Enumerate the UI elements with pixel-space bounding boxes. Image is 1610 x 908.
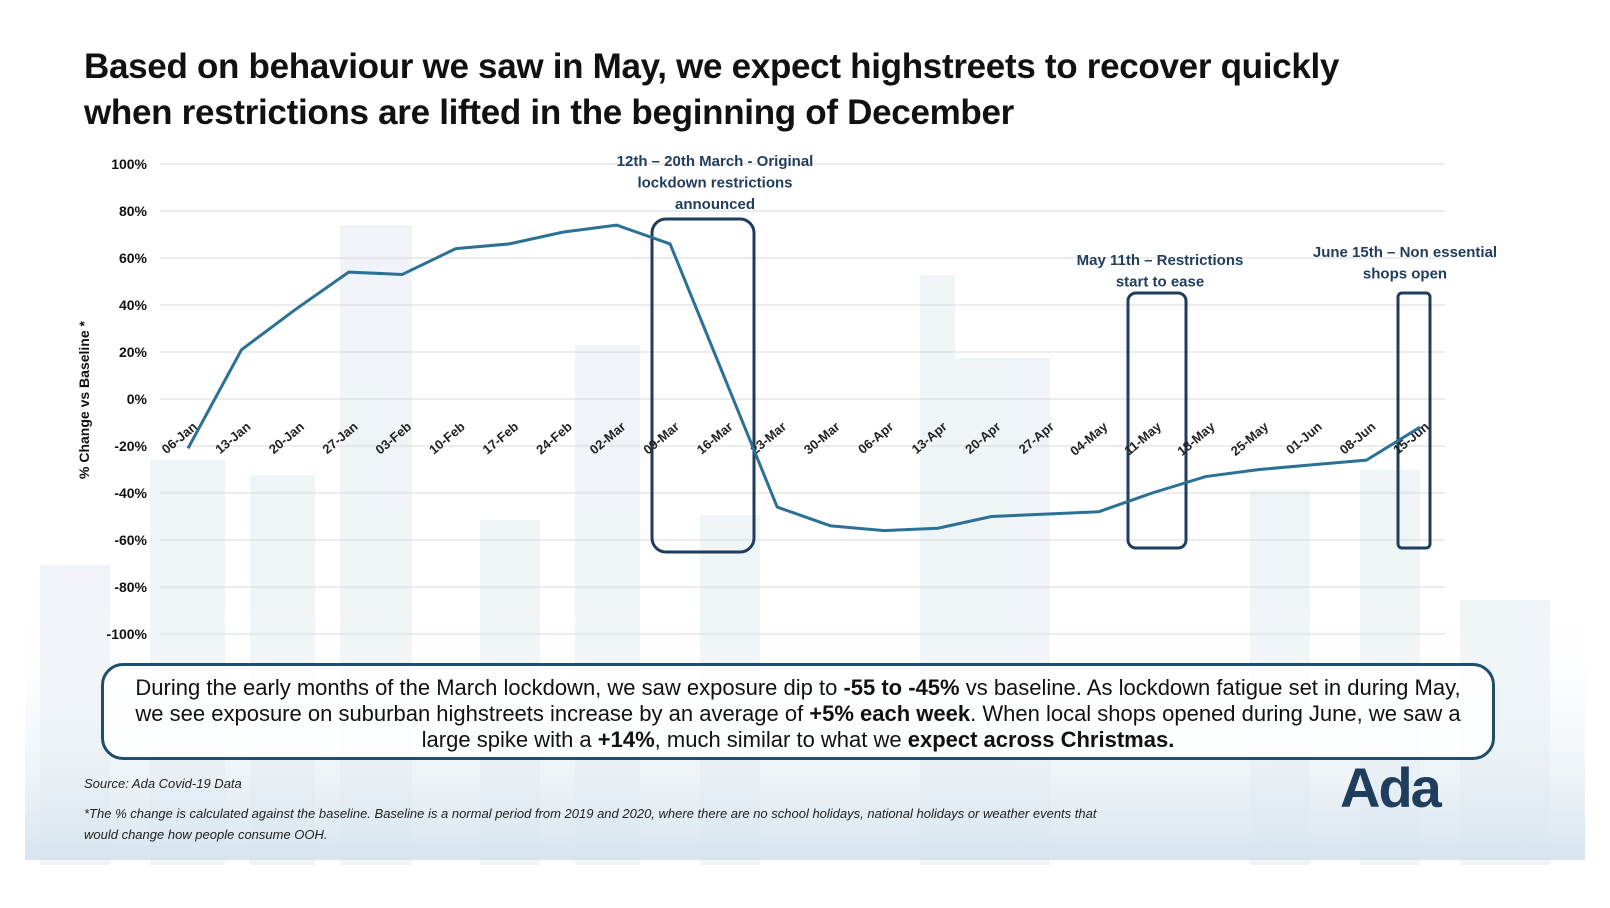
y-tick-label: -80%: [114, 579, 147, 595]
callout-text: , much similar to what we: [654, 727, 908, 752]
title: Based on behaviour we saw in May, we exp…: [84, 44, 1524, 136]
y-tick-label: 40%: [119, 297, 148, 313]
x-tick-label: 24-Feb: [533, 419, 575, 457]
y-tick-label: 80%: [119, 203, 148, 219]
annotation: shops open: [1363, 266, 1447, 283]
x-tick-label: 18-May: [1174, 418, 1218, 458]
x-tick-label: 17-Feb: [480, 419, 522, 457]
x-tick-label: 30-Mar: [801, 419, 843, 457]
y-tick-label: 0%: [127, 391, 148, 407]
y-tick-label: 60%: [119, 250, 148, 266]
y-tick-label: -40%: [114, 485, 147, 501]
y-tick-label: -60%: [114, 532, 147, 548]
y-axis-label: % Change vs Baseline *: [76, 320, 92, 479]
callout-text: +14%: [597, 727, 655, 752]
annotation: lockdown restrictions: [637, 175, 792, 192]
callout-text: -55 to -45%: [843, 675, 960, 700]
x-tick-label: 06-Apr: [855, 419, 896, 457]
callout: During the early months of the March loc…: [101, 663, 1495, 760]
footnote: *The % change is calculated against the …: [84, 806, 1097, 842]
annotation: May 11th – Restrictions: [1077, 252, 1244, 269]
annotation: start to ease: [1116, 274, 1204, 291]
x-tick-label: 25-May: [1228, 418, 1272, 458]
annotation: June 15th – Non essential: [1313, 244, 1497, 261]
x-tick-label: 08-Jun: [1337, 419, 1379, 457]
callout-text: expect across Christmas.: [907, 727, 1175, 752]
x-tick-label: 01-Jun: [1283, 419, 1325, 457]
callout-text: vs baseline. As lockdown fatigue set in …: [135, 675, 1461, 726]
annotation-box: [1126, 291, 1188, 550]
x-tick-label: 15-Jun: [1390, 419, 1432, 457]
source: Source: Ada Covid-19 Data: [84, 776, 242, 791]
y-tick-label: 20%: [119, 344, 148, 360]
y-tick-label: 100%: [111, 156, 147, 172]
logo: Ada: [1340, 756, 1442, 819]
x-tick-label: 04-May: [1067, 418, 1111, 458]
callout-text: . When local shops opened during June, w…: [421, 701, 1461, 752]
annotation: announced: [675, 196, 755, 213]
x-tick-label: 20-Jan: [266, 419, 307, 457]
annotation-box: [650, 217, 756, 554]
callout-text: During the early months of the March loc…: [135, 675, 844, 700]
x-tick-label: 09-Mar: [640, 419, 682, 457]
y-tick-label: -100%: [107, 626, 148, 642]
title-line: when restrictions are lifted in the begi…: [84, 93, 1015, 132]
x-tick-label: 10-Feb: [426, 419, 468, 457]
line: [186, 223, 1421, 533]
y-tick-label: -20%: [114, 438, 147, 454]
annotation: 12th – 20th March - Original: [617, 153, 814, 170]
x-tick-label: 16-Mar: [694, 419, 736, 457]
x-tick-label: 13-Jan: [212, 419, 253, 457]
annotation-boxes: [650, 217, 1432, 554]
annotation-box: [1396, 291, 1432, 550]
callout-text: +5% each week: [809, 701, 971, 726]
title-line: Based on behaviour we saw in May, we exp…: [84, 47, 1340, 86]
